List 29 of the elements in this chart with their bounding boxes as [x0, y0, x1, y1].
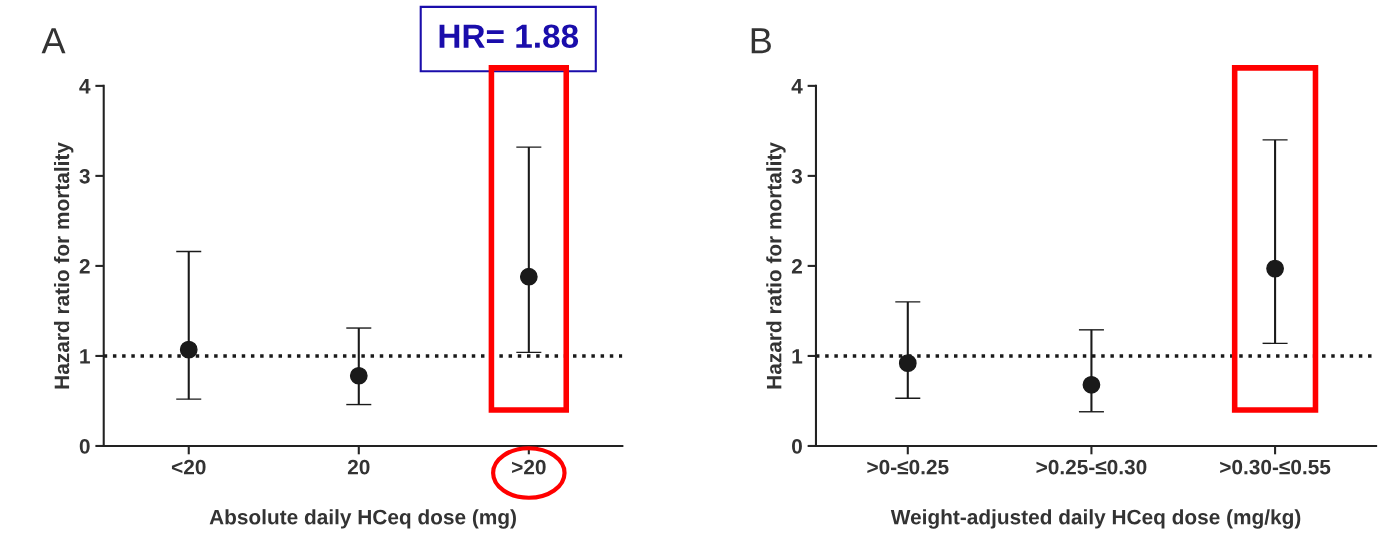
y-tick-label: 4	[791, 79, 803, 94]
x-tick-label: >0.30-≤0.55	[1220, 459, 1331, 475]
point	[1266, 259, 1284, 278]
point	[349, 366, 368, 385]
y-tick-label: 3	[79, 168, 90, 184]
point	[898, 354, 917, 373]
text: HR= 1.88	[439, 24, 579, 48]
x-tick-label: 20	[347, 459, 370, 475]
y-tick-label: 4	[79, 79, 91, 94]
x-tick-label: <20	[171, 459, 206, 475]
y-axis-title: Hazard ratio for mortality	[53, 142, 74, 389]
y-tick-label: 1	[80, 349, 90, 364]
y-tick-label: 3	[791, 168, 803, 184]
y-tick-label: 0	[792, 438, 802, 454]
y-tick-label: 2	[79, 258, 90, 274]
point	[179, 340, 198, 359]
y-axis-title: Hazard ratio for mortality	[766, 142, 786, 389]
chart-title: A	[41, 28, 66, 54]
point	[1082, 375, 1101, 394]
x-axis-title: Weight-adjusted daily HCeq dose (mg/kg)	[890, 509, 1301, 529]
point	[519, 267, 538, 286]
y-tick-label: 0	[79, 438, 90, 454]
x-tick-label: >0-≤0.25	[867, 459, 949, 475]
x-tick-label: >20	[512, 459, 546, 475]
y-tick-label: 2	[791, 258, 802, 274]
chart-title: B	[751, 28, 771, 54]
x-axis-title: Absolute daily HCeq dose (mg)	[209, 509, 516, 529]
y-tick-label: 1	[792, 349, 803, 364]
x-tick-label: >0.25-≤0.30	[1036, 459, 1147, 475]
